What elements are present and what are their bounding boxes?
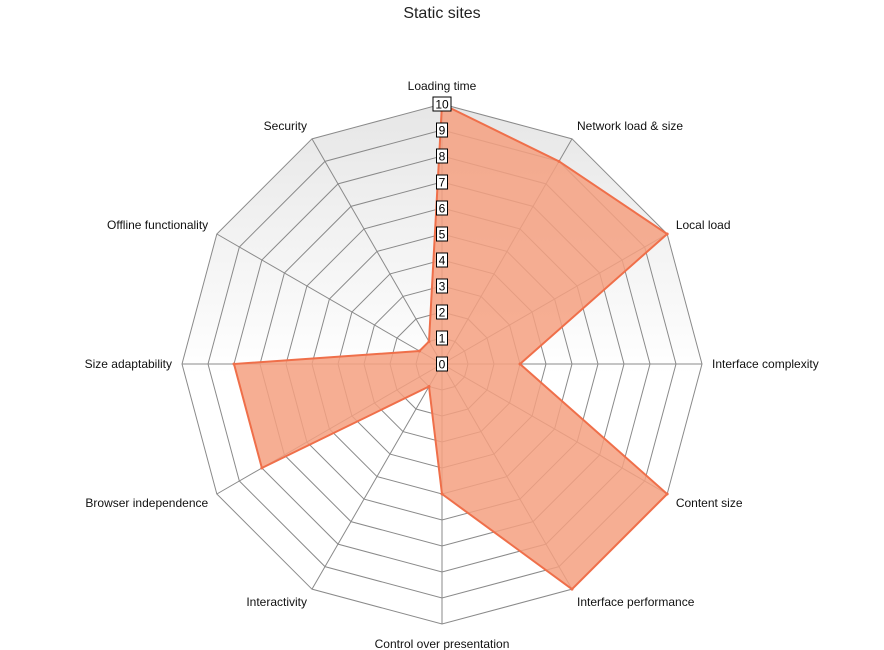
- tick-label-box: [436, 148, 448, 164]
- series-point: [665, 492, 669, 496]
- tick-label-text: 6: [439, 202, 446, 216]
- grid-spoke-10: [216, 233, 443, 365]
- series-point: [440, 492, 444, 496]
- series-point: [557, 159, 561, 163]
- tick-label-box: [436, 304, 448, 320]
- category-label: Content size: [676, 496, 743, 510]
- series-point: [232, 362, 236, 366]
- category-label: Browser independence: [85, 496, 208, 510]
- tick-label-1: 1: [436, 330, 448, 346]
- tick-label-3: 3: [436, 278, 448, 294]
- tick-label-text: 5: [439, 228, 446, 242]
- tick-label-box: [436, 226, 448, 242]
- tick-label-2: 2: [436, 304, 448, 320]
- tick-label-text: 2: [439, 306, 446, 320]
- tick-label-text: 1: [439, 332, 446, 346]
- category-label: Network load & size: [577, 119, 683, 133]
- series-point: [417, 349, 421, 353]
- category-label: Interactivity: [246, 595, 307, 609]
- tick-label-10: 10: [432, 96, 452, 112]
- tick-label-text: 9: [439, 124, 446, 138]
- series-point: [427, 339, 431, 343]
- tick-label-9: 9: [436, 122, 448, 138]
- tick-label-8: 8: [436, 148, 448, 164]
- tick-label-text: 3: [439, 280, 446, 294]
- tick-label-box: [436, 330, 448, 346]
- grid-spoke-7: [311, 363, 443, 590]
- category-label: Security: [264, 119, 307, 133]
- category-label: Local load: [676, 218, 731, 232]
- series-point: [570, 587, 574, 591]
- series-layer: [232, 102, 669, 591]
- category-label: Offline functionality: [107, 218, 208, 232]
- category-label: Control over presentation: [375, 637, 510, 650]
- category-labels: Loading time Network load & size Local loa…: [85, 79, 819, 650]
- series-point: [518, 362, 522, 366]
- series-point: [665, 232, 669, 236]
- tick-label-7: 7: [436, 174, 448, 190]
- series-point: [260, 466, 264, 470]
- category-label: Interface complexity: [712, 357, 819, 371]
- tick-label-text: 10: [435, 98, 449, 112]
- tick-labels: 0 1 2 3 4 5 6 7 8 9 10: [432, 96, 452, 372]
- tick-label-box: [436, 200, 448, 216]
- tick-label-box: [436, 278, 448, 294]
- tick-label-box: [436, 122, 448, 138]
- tick-label-0: 0: [436, 356, 448, 372]
- tick-label-box: [436, 356, 448, 372]
- series-point: [427, 385, 431, 389]
- category-label: Loading time: [408, 79, 477, 93]
- tick-label-box: [436, 174, 448, 190]
- tick-label-5: 5: [436, 226, 448, 242]
- tick-label-text: 7: [439, 176, 446, 190]
- tick-label-text: 0: [439, 358, 446, 372]
- tick-label-text: 8: [439, 150, 446, 164]
- category-label: Size adaptability: [85, 357, 172, 371]
- tick-label-text: 4: [439, 254, 446, 268]
- tick-label-6: 6: [436, 200, 448, 216]
- category-label: Interface performance: [577, 595, 695, 609]
- tick-label-4: 4: [436, 252, 448, 268]
- tick-label-box: [432, 96, 452, 112]
- tick-label-box: [436, 252, 448, 268]
- chart-title: Static sites: [403, 5, 480, 22]
- grid-spoke-11: [311, 138, 443, 365]
